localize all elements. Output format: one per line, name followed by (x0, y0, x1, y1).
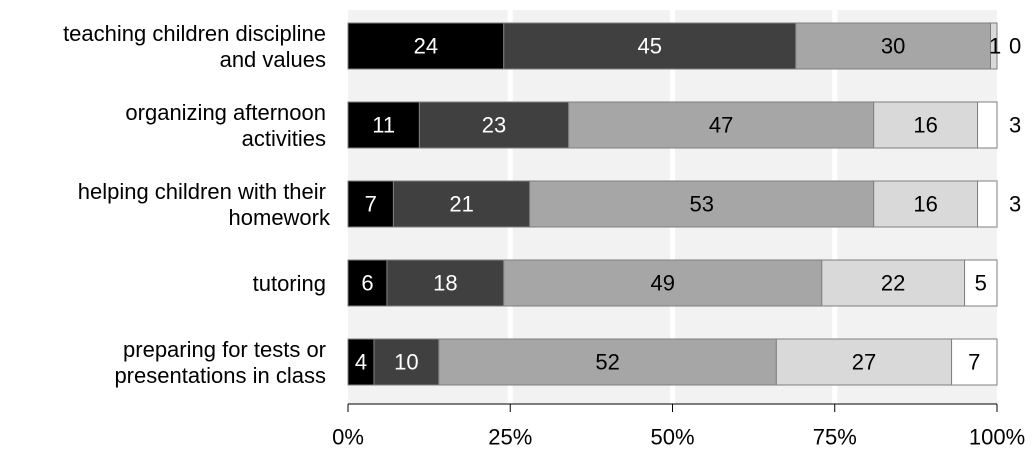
bar-segment (347, 338, 375, 386)
bar-segment (964, 259, 998, 307)
category-label-line: teaching children discipline (63, 21, 326, 46)
bar-segment (418, 101, 570, 149)
data-label: 3 (1009, 192, 1021, 217)
plot-area: 24 45 30 1 0 11 23 47 16 3 7 21 53 16 3 6 18 49 22 5 4 10 52 27… (347, 10, 1021, 404)
category-label: teaching children discipline and values (63, 21, 326, 72)
x-tick-label: 0% (332, 425, 364, 449)
data-label: 11 (372, 113, 395, 138)
data-label: 16 (913, 192, 937, 217)
bar-segment (873, 180, 979, 228)
bar-segment (503, 259, 823, 307)
category-label-line: organizing afternoon (125, 100, 326, 125)
data-label: 24 (414, 34, 438, 59)
data-label: 23 (482, 113, 506, 138)
x-tick-label: 75% (813, 425, 857, 449)
data-label: 22 (881, 271, 905, 296)
data-label: 52 (595, 350, 619, 375)
category-label: organizing afternoon activities (125, 100, 326, 151)
data-label: 21 (449, 192, 473, 217)
data-label: 0 (1009, 34, 1021, 59)
x-tick-label: 50% (650, 425, 694, 449)
data-label: 53 (689, 192, 713, 217)
data-label: 10 (394, 350, 418, 375)
x-tick-label: 25% (488, 425, 532, 449)
bar-segment (347, 259, 388, 307)
category-label: preparing for tests or presentations in c… (114, 337, 326, 388)
category-label-line: and values (220, 47, 326, 72)
data-label: 6 (361, 271, 373, 296)
category-label-line: preparing for tests or (123, 337, 326, 362)
category-label: tutoring (253, 271, 326, 296)
category-label-line: tutoring (253, 271, 326, 296)
data-label: 4 (355, 350, 367, 375)
bar-segment (347, 101, 420, 149)
data-label: 30 (881, 34, 905, 59)
bar-segment (873, 101, 979, 149)
x-axis: 0% 25% 50% 75% 100% (332, 403, 1025, 449)
bar-segment (977, 180, 998, 228)
data-label: 27 (852, 350, 876, 375)
data-label: 47 (709, 113, 733, 138)
bar-segment (386, 259, 505, 307)
category-labels: teaching children discipline and values or… (63, 21, 331, 388)
data-label: 7 (968, 350, 980, 375)
category-label-line: helping children with their (78, 179, 326, 204)
category-label-line: presentations in class (114, 363, 326, 388)
x-tick-label: 100% (969, 425, 1025, 449)
data-label: 1 (989, 34, 1001, 59)
bar-segment (347, 22, 505, 70)
bar-segment (529, 180, 875, 228)
category-label: helping children with their homework (78, 179, 331, 230)
bar-segment (821, 259, 966, 307)
bar-segment (568, 101, 875, 149)
bar-segment (347, 180, 394, 228)
category-label-line: activities (242, 126, 326, 151)
data-label: 3 (1009, 113, 1021, 138)
bar-segment (977, 101, 998, 149)
data-label: 45 (638, 34, 662, 59)
data-label: 16 (913, 113, 937, 138)
category-label-line: homework (229, 205, 331, 230)
data-label: 7 (365, 192, 377, 217)
data-label: 5 (975, 271, 987, 296)
bar-segment (990, 22, 998, 70)
data-label: 18 (433, 271, 457, 296)
data-label: 49 (651, 271, 675, 296)
bar-segment (951, 338, 998, 386)
bar-segment (438, 338, 777, 386)
bar-segment (373, 338, 440, 386)
